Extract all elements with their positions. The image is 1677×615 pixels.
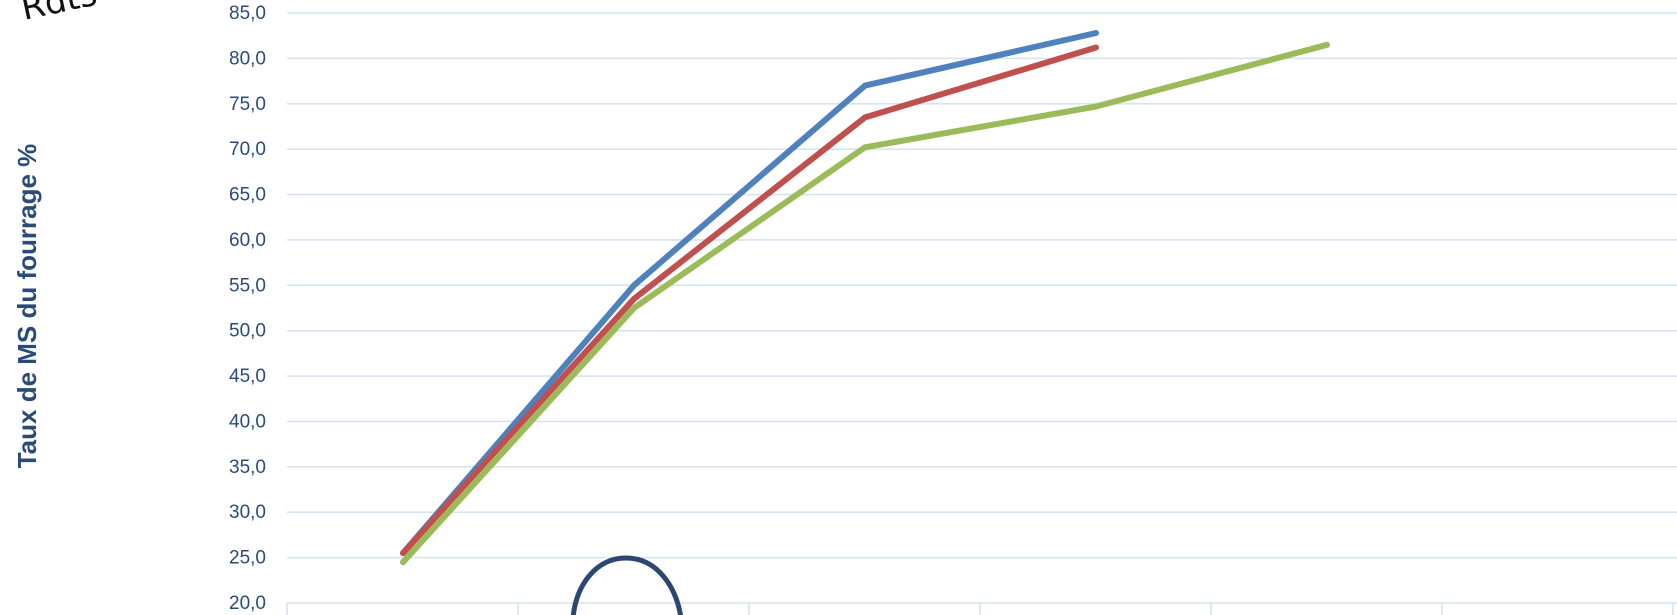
y-tick-label: 55,0: [229, 275, 266, 296]
y-tick-label: 80,0: [229, 48, 266, 69]
y-tick-label: 65,0: [229, 185, 266, 206]
y-tick-label: 25,0: [229, 548, 266, 569]
y-tick-label: 50,0: [229, 321, 266, 342]
y-tick-label: 40,0: [229, 411, 266, 432]
series-line-2: [400, 44, 1099, 557]
y-tick-label: 45,0: [229, 366, 266, 387]
y-tick-label: 70,0: [229, 139, 266, 160]
y-axis-tick-labels: 20,0 25,0 30,0 35,0 40,0 45,0 50,0 55,0 60,0 65,0…: [229, 3, 266, 614]
annotation-circle: [570, 555, 683, 615]
y-tick-label: 30,0: [229, 502, 266, 523]
series-line-3: [400, 41, 1330, 566]
y-tick-label: 75,0: [229, 94, 266, 115]
horizontal-gridlines: [287, 12, 1677, 604]
y-tick-label: 85,0: [229, 3, 266, 24]
series-lines: [400, 30, 1330, 566]
y-axis-label: Taux de MS du fourrage %: [12, 144, 42, 469]
corner-text: Rdts: [18, 0, 101, 29]
y-tick-label: 20,0: [229, 593, 266, 614]
series-line-1: [400, 30, 1099, 557]
y-tick-label: 35,0: [229, 457, 266, 478]
y-tick-label: 60,0: [229, 230, 266, 251]
vertical-gridlines: [286, 603, 1674, 615]
